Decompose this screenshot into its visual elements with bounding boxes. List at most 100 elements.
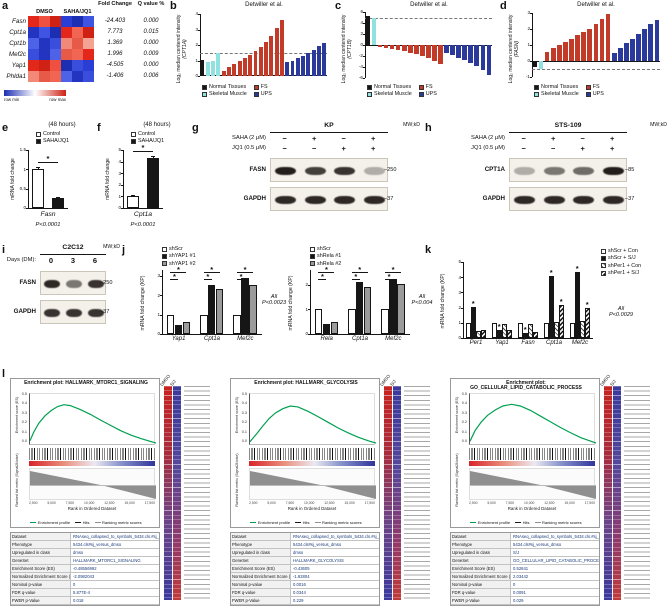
error-bar bbox=[38, 166, 39, 170]
treatment-sign: − bbox=[341, 133, 346, 143]
legend-item: Normal Tissues bbox=[534, 84, 579, 90]
legend-swatch bbox=[36, 131, 41, 137]
pvalue-note: All P<0.0029 bbox=[601, 306, 641, 319]
rank-tick-label: 12,500 bbox=[104, 501, 115, 505]
protein-band bbox=[334, 166, 356, 176]
q-value: 0.006 bbox=[143, 73, 159, 79]
data-bar bbox=[486, 45, 492, 75]
data-bar bbox=[549, 275, 554, 338]
data-bar bbox=[314, 309, 323, 334]
y-tick-label: 1 bbox=[527, 42, 530, 48]
gsea-legend-item: Enrichment profile bbox=[470, 520, 510, 525]
y-tick-label: 4 bbox=[458, 274, 461, 280]
bar-chart-cpt1b: -6 -4 -2 0 2 4 6 bbox=[359, 9, 492, 80]
day-value: 0 bbox=[48, 255, 54, 265]
y-tick bbox=[461, 338, 463, 339]
data-bar bbox=[444, 45, 449, 53]
error-cap bbox=[56, 197, 60, 198]
data-bar bbox=[389, 45, 395, 49]
enrichment-plot-card: Enrichment plot: HALLMARK_GLYCOLYSIS 0.5 0… bbox=[230, 378, 380, 528]
sig-bracket bbox=[351, 272, 368, 273]
enrichment-plot-card: Enrichment plot: GO_CELLULAR_LIPID_CATAB… bbox=[450, 378, 600, 528]
y-tick bbox=[198, 45, 200, 46]
es-tick-label: 0.2 bbox=[241, 420, 247, 425]
rank-tick-label: 15,000 bbox=[344, 501, 355, 505]
es-curve-area bbox=[249, 393, 377, 445]
gene-label: Phlda1 bbox=[6, 73, 26, 80]
stat-value: -0.43605 bbox=[293, 566, 310, 571]
cell-line-label: STS-109 bbox=[554, 122, 582, 129]
data-bar bbox=[182, 322, 191, 334]
protein-band bbox=[304, 195, 326, 205]
sig-bracket bbox=[133, 151, 153, 152]
legend-item: UPS bbox=[418, 91, 437, 97]
sig-star: * bbox=[354, 271, 358, 281]
hits-barcode bbox=[469, 448, 595, 460]
y-tick bbox=[26, 188, 28, 190]
panel-label-h: h bbox=[425, 122, 432, 134]
reference-line bbox=[532, 69, 660, 70]
y-tick bbox=[308, 284, 310, 286]
sig-star: * bbox=[243, 264, 247, 274]
stat-value: 0.229 bbox=[293, 598, 304, 603]
error-bar bbox=[153, 156, 154, 159]
y-tick-label: 3 bbox=[195, 26, 198, 32]
bar-chart-fasn-mrna: 0 0.5 1 1.5 * bbox=[20, 147, 68, 210]
legend-swatch bbox=[253, 84, 259, 90]
es-tick-label: 0.4 bbox=[461, 401, 467, 406]
heatmap-cell bbox=[50, 38, 61, 49]
data-bar bbox=[356, 282, 364, 334]
es-curve bbox=[249, 405, 377, 444]
es-tick-label: 0.1 bbox=[241, 429, 247, 434]
stat-value: 0 bbox=[513, 582, 516, 587]
y-tick bbox=[461, 322, 463, 324]
zero-line bbox=[250, 485, 376, 486]
legend-item: shScr + Con bbox=[601, 248, 641, 254]
sig-bracket bbox=[351, 279, 360, 280]
header-line bbox=[509, 132, 627, 133]
data-bar bbox=[471, 306, 476, 338]
treatment-sign: − bbox=[312, 143, 317, 153]
legend-swatch bbox=[418, 84, 424, 90]
data-bar bbox=[570, 322, 575, 338]
data-bar bbox=[593, 24, 599, 61]
rank-tick-label: 7,500 bbox=[285, 501, 295, 505]
stat-value: HALLMARK_GLYCOLYSIS bbox=[293, 558, 344, 563]
chart-title: Detwiller et al. bbox=[245, 2, 283, 8]
mw-marker: –37 bbox=[625, 195, 635, 202]
legend-item: Control bbox=[131, 131, 164, 137]
category-label: Rela bbox=[320, 336, 333, 342]
stats-row: Normalized Enrichment Score (NES)2.03442 bbox=[451, 573, 599, 581]
gene-label: Yap1 bbox=[11, 62, 26, 69]
data-bar bbox=[397, 283, 405, 334]
panel-label-l: l bbox=[2, 368, 6, 380]
data-bar bbox=[205, 62, 210, 76]
data-bar bbox=[518, 322, 523, 338]
sig-bracket bbox=[170, 279, 179, 280]
y-tick bbox=[530, 61, 532, 62]
data-bar bbox=[563, 41, 568, 61]
stat-key: Nominal p-value bbox=[231, 581, 291, 588]
gsea-legend-row: Enrichment profile Hits Ranking metric sco… bbox=[233, 520, 379, 525]
data-bar bbox=[395, 45, 401, 50]
protein-band bbox=[363, 166, 385, 176]
data-bar bbox=[290, 60, 295, 76]
stats-row: Normalized Enrichment Score (NES)-1.9280… bbox=[231, 573, 379, 581]
legend-label: shScr + S/J bbox=[608, 255, 636, 262]
y-tick-label: -1 bbox=[525, 74, 530, 80]
panel-label-c: c bbox=[335, 0, 342, 12]
legend-swatch bbox=[367, 84, 372, 90]
sig-star: * bbox=[497, 322, 501, 332]
protein-band bbox=[602, 166, 624, 176]
stat-key: Enrichment Score (ES) bbox=[11, 565, 71, 572]
data-bar bbox=[126, 196, 140, 208]
pvalue-note: All P<0.0023 bbox=[262, 294, 286, 307]
treatment-sign: − bbox=[282, 133, 287, 143]
statistics-table: Dataset RNAseq_collapsed_to_symbols_5434.… bbox=[230, 532, 380, 606]
rank-tick-label: 2,500 bbox=[29, 501, 38, 505]
bar-chart-fasn: -1 0 1 2 3 bbox=[526, 10, 660, 79]
heatmap-column-sj bbox=[173, 386, 181, 600]
heatmap-cell bbox=[83, 16, 94, 27]
stat-key: FWER p-Value bbox=[231, 597, 291, 604]
stat-value: 2.03442 bbox=[513, 574, 529, 579]
